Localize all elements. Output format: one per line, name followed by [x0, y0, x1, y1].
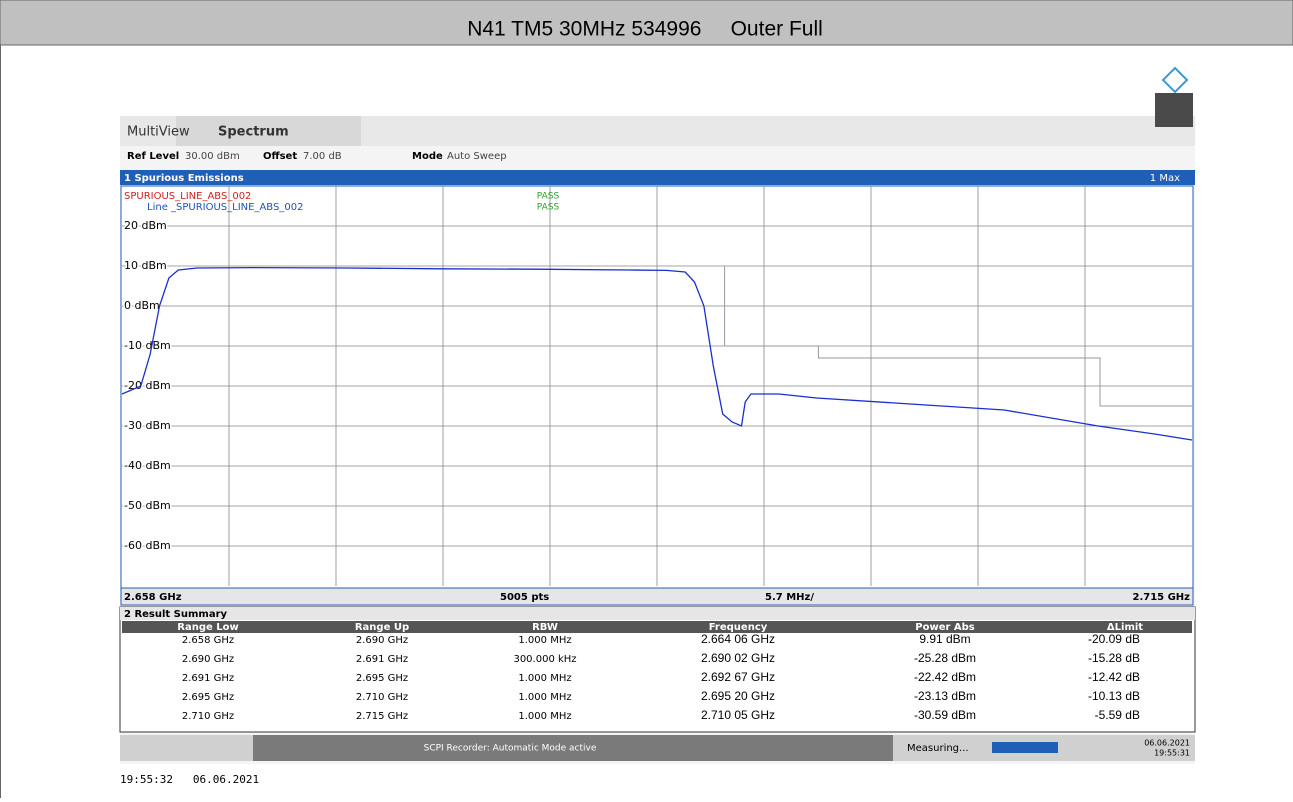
- recorder-bar: [253, 735, 893, 761]
- multiview[interactable]: MultiView: [127, 125, 190, 140]
- header-title: N41 TM5 30MHz 534996 Outer Full: [467, 18, 823, 41]
- mode-label: Mode: [412, 151, 443, 162]
- cell: 2.710 GHz: [182, 711, 234, 722]
- cell: 2.695 20 GHz: [701, 689, 775, 703]
- tab[interactable]: [176, 116, 361, 146]
- trace-label: 1 Max: [1150, 173, 1180, 184]
- y-tick-label: -40 dBm: [124, 459, 171, 472]
- status-date: 06.06.2021: [1144, 739, 1190, 748]
- y-tick-label: -50 dBm: [124, 499, 171, 512]
- y-tick-label: -30 dBm: [124, 419, 171, 432]
- column-header: Range Low: [177, 622, 238, 633]
- status-time: 19:55:31: [1154, 749, 1190, 758]
- cell: 1.000 MHz: [518, 635, 571, 646]
- ref-level: 30.00 dBm: [185, 151, 240, 162]
- progress: [992, 742, 1058, 753]
- window-title-bar: [120, 170, 1195, 185]
- recorder: SCPI Recorder: Automatic Mode active: [424, 744, 597, 754]
- cell: 2.690 GHz: [182, 654, 234, 665]
- cell: 2.664 06 GHz: [701, 632, 775, 646]
- cell: 1.000 MHz: [518, 673, 571, 684]
- summary-title-bar: [120, 607, 1195, 620]
- column-header: Power Abs: [915, 622, 975, 633]
- legend-status: PASS: [537, 203, 560, 213]
- cell: 2.710 05 GHz: [701, 708, 775, 722]
- mode: Auto Sweep: [447, 151, 507, 162]
- cell: -10.13 dB: [1088, 689, 1140, 703]
- stop-freq: 2.715 GHz: [1132, 592, 1190, 603]
- y-tick-label: 0 dBm: [124, 299, 160, 312]
- window-title: 1 Spurious Emissions: [124, 173, 244, 184]
- tab-label[interactable]: Spectrum: [218, 125, 289, 140]
- cell: 2.691 GHz: [182, 673, 234, 684]
- cell: -20.09 dB: [1088, 632, 1140, 646]
- footer: 19:55:32 06.06.2021: [120, 773, 259, 786]
- cell: 2.658 GHz: [182, 635, 234, 646]
- offset-label: Offset: [263, 151, 297, 162]
- cell: 2.691 GHz: [356, 654, 408, 665]
- cell: -5.59 dB: [1095, 708, 1140, 722]
- y-tick-label: 20 dBm: [124, 219, 167, 232]
- cell: -30.59 dBm: [914, 708, 976, 722]
- logo: [1161, 66, 1189, 94]
- cell: 2.690 GHz: [356, 635, 408, 646]
- trace: [121, 266, 1193, 441]
- points: 5005 pts: [500, 592, 549, 603]
- cell: -12.42 dB: [1088, 670, 1140, 684]
- cell: -22.42 dBm: [914, 670, 976, 684]
- menu-button[interactable]: [1155, 93, 1193, 127]
- cell: 2.692 67 GHz: [701, 670, 775, 684]
- legend-text: Line _SPURIOUS_LINE_ABS_002: [147, 202, 303, 213]
- header-bar: [0, 0, 1293, 46]
- limit-line: [724, 266, 1192, 407]
- y-tick-label: -10 dBm: [124, 339, 171, 352]
- span: 5.7 MHz/: [765, 592, 814, 603]
- x-axis-strip: [120, 587, 1194, 606]
- start-freq: 2.658 GHz: [124, 592, 182, 603]
- cell: -15.28 dB: [1088, 651, 1140, 665]
- measuring: Measuring...: [907, 743, 969, 754]
- offset: 7.00 dB: [303, 151, 342, 162]
- column-header: ΔLimit: [1107, 622, 1143, 633]
- cell: 9.91 dBm: [919, 632, 970, 646]
- legend-status: PASS: [537, 192, 560, 202]
- y-tick-label: 10 dBm: [124, 259, 167, 272]
- legend-text: SPURIOUS_LINE_ABS_002: [124, 191, 251, 202]
- column-header: RBW: [532, 622, 558, 633]
- cell: 2.695 GHz: [182, 692, 234, 703]
- cell: 300.000 kHz: [513, 654, 576, 665]
- summary-header: [122, 621, 1192, 633]
- column-header: Range Up: [355, 622, 409, 633]
- cell: 2.715 GHz: [356, 711, 408, 722]
- cell: 2.690 02 GHz: [701, 651, 775, 665]
- cell: 1.000 MHz: [518, 711, 571, 722]
- ref-level-label: Ref Level: [127, 151, 179, 162]
- column-header: Frequency: [709, 622, 768, 633]
- cell: 2.710 GHz: [356, 692, 408, 703]
- y-tick-label: -60 dBm: [124, 539, 171, 552]
- cell: -23.13 dBm: [914, 689, 976, 703]
- cell: -25.28 dBm: [914, 651, 976, 665]
- cell: 2.695 GHz: [356, 673, 408, 684]
- cell: 1.000 MHz: [518, 692, 571, 703]
- summary-title: 2 Result Summary: [124, 609, 228, 620]
